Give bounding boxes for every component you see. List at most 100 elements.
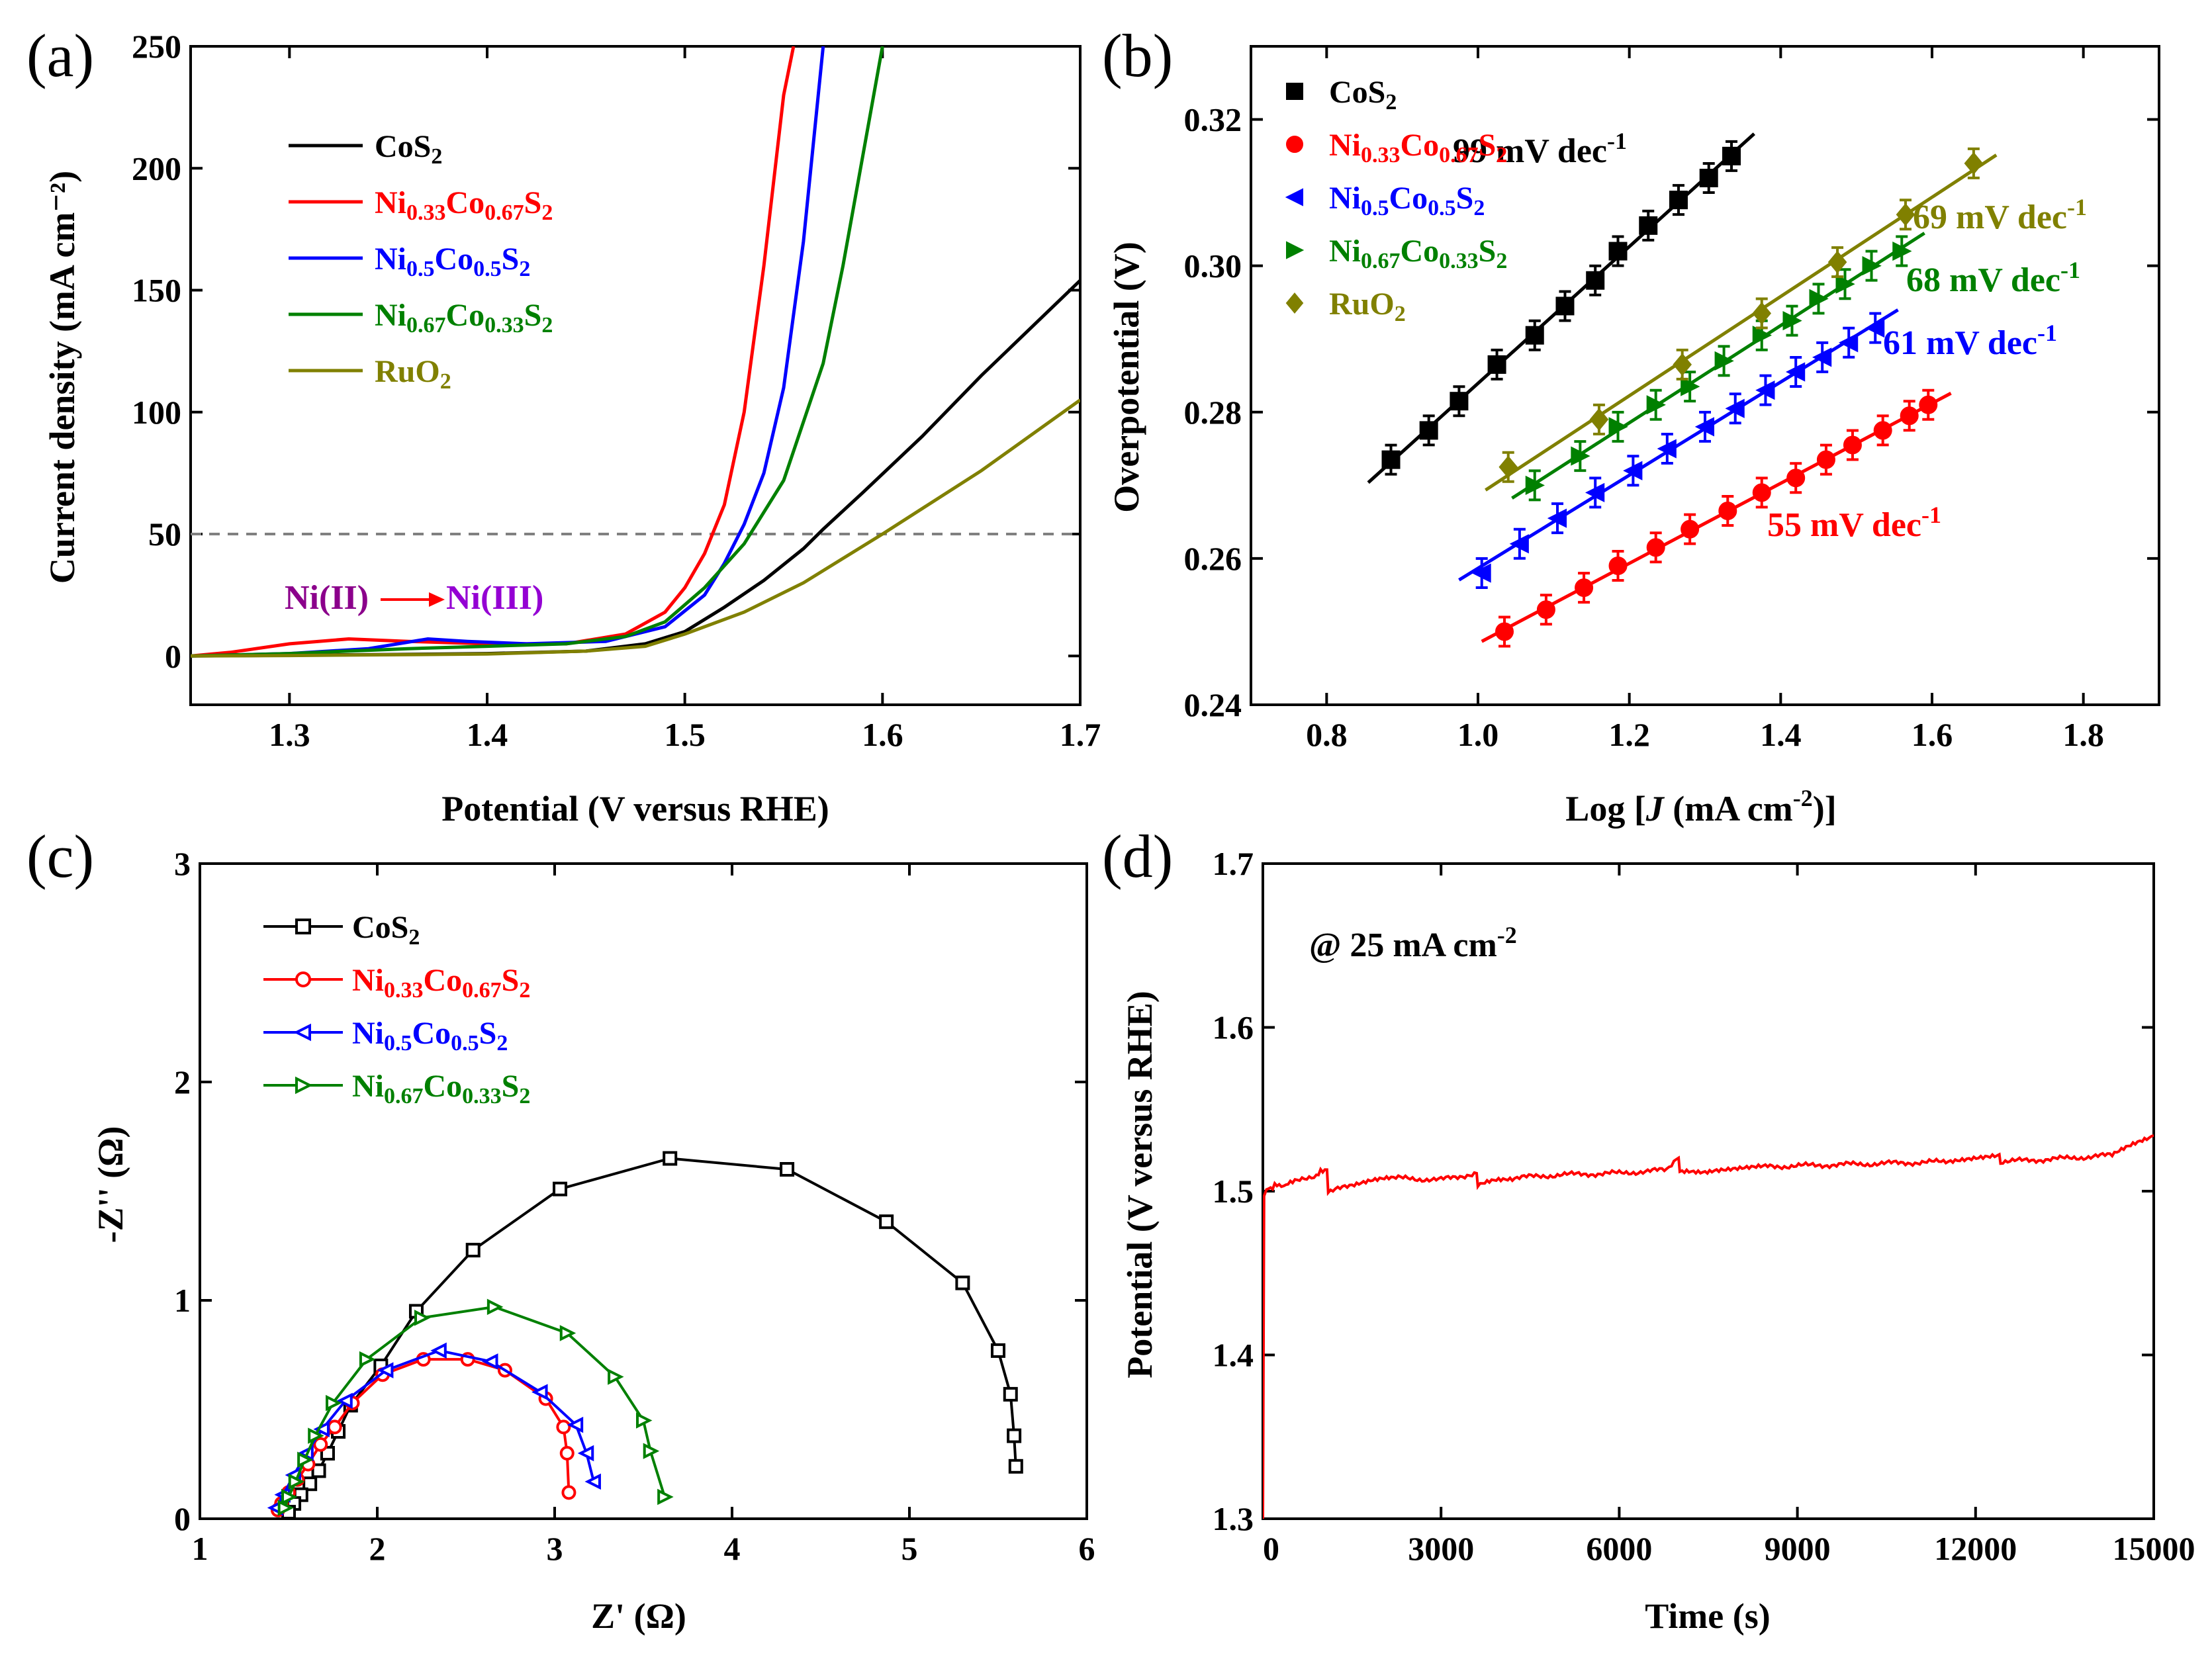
subscript: 2 bbox=[519, 257, 530, 281]
data-point-RuO2 bbox=[1752, 302, 1772, 325]
data-point-Ni0.33 bbox=[556, 1419, 571, 1435]
data-point-Ni0.67 bbox=[1714, 351, 1734, 371]
data-point-CoS2 bbox=[1450, 392, 1469, 411]
data-point-Ni0.67 bbox=[1681, 377, 1700, 396]
data-point-Ni0.5 bbox=[313, 1421, 330, 1437]
text-part: 99 mV dec bbox=[1453, 132, 1607, 170]
subscript: 0.67 bbox=[1361, 249, 1401, 273]
data-point-Ni0.67 bbox=[1782, 310, 1802, 331]
text-part: Co bbox=[446, 185, 485, 220]
text-part: 55 mV dec bbox=[1767, 506, 1921, 544]
y-axis-label: Overpotential (V) bbox=[1107, 242, 1146, 512]
x-tick-label: 1.8 bbox=[2062, 716, 2104, 753]
data-point-Ni0.5 bbox=[1785, 362, 1806, 382]
text-part: S bbox=[502, 242, 520, 277]
data-point-CoS2 bbox=[465, 1243, 481, 1258]
data-point-Ni0.67 bbox=[1646, 395, 1666, 415]
data-point-Ni0.5 bbox=[482, 1353, 498, 1370]
y-tick-label: 1.3 bbox=[1213, 1500, 1254, 1537]
y-tick-label: 0 bbox=[165, 637, 181, 674]
data-point-Ni0.33 bbox=[1919, 395, 1938, 414]
data-point-Ni0.67 bbox=[414, 1310, 431, 1326]
data-point-CoS2 bbox=[955, 1275, 970, 1290]
data-point-Ni0.67 bbox=[1525, 475, 1545, 495]
text-part: RuO bbox=[1329, 287, 1395, 322]
x-tick-label: 1.7 bbox=[1060, 716, 1101, 753]
text-part: S bbox=[1479, 128, 1497, 163]
subscript: 0.5 bbox=[384, 1031, 412, 1056]
subscript: 0.5 bbox=[1428, 196, 1456, 220]
data-point-Ni0.67 bbox=[281, 1488, 298, 1506]
x-tick-label: 2 bbox=[369, 1530, 386, 1567]
data-point-CoS2 bbox=[553, 1181, 568, 1196]
x-tick-label: 6000 bbox=[1586, 1530, 1652, 1567]
data-point-Ni0.33 bbox=[1495, 622, 1514, 641]
data-point-CoS2 bbox=[1699, 169, 1718, 187]
data-point-CoS2 bbox=[1608, 242, 1628, 261]
subscript: 0.67 bbox=[406, 313, 446, 337]
x-tick-label: 0 bbox=[1263, 1530, 1279, 1567]
data-point-Ni0.67 bbox=[1809, 289, 1829, 309]
y-axis-label: Current density (mA cm⁻²) bbox=[42, 171, 82, 584]
data-point-Ni0.5 bbox=[567, 1416, 584, 1433]
panel-label: (c) bbox=[26, 823, 94, 890]
subscript: 0.33 bbox=[462, 1084, 502, 1108]
data-point-Ni0.67 bbox=[1608, 417, 1628, 437]
data-point-Ni0.5 bbox=[1509, 534, 1529, 554]
text-part: S bbox=[502, 963, 520, 998]
data-point-Ni0.33 bbox=[1718, 502, 1737, 521]
plot-frame bbox=[189, 45, 1082, 706]
legend-marker-Ni0.67 bbox=[295, 1076, 313, 1095]
data-point-Ni0.5 bbox=[577, 1445, 594, 1462]
legend-label-Ni0.33: Ni0.33Co0.67S2 bbox=[1329, 128, 1507, 167]
data-point-CoS2 bbox=[1007, 1428, 1022, 1443]
text-part: 69 mV dec bbox=[1913, 199, 2067, 236]
legend-label-Ni0.5: Ni0.5Co0.5S2 bbox=[352, 1016, 508, 1056]
legend-marker-CoS2 bbox=[1286, 83, 1303, 100]
panel-d: 0 3000 6000 9000 12000 15000 1.3 1.4 1.5 1.6 1.7 @ … bbox=[1102, 823, 2195, 1636]
y-axis-label: Potential (V versus RHE) bbox=[1120, 991, 1160, 1378]
series-line-RuO2 bbox=[191, 398, 1080, 658]
y-tick-label: 0.32 bbox=[1184, 101, 1242, 138]
annotation-ni2: Ni(II) bbox=[285, 579, 369, 617]
y-tick-label: 0 bbox=[174, 1500, 191, 1537]
slope-label-RuO2: 69 mV dec-1 bbox=[1913, 194, 2087, 236]
legend-marker-Ni0.33 bbox=[295, 971, 311, 987]
data-point-Ni0.5 bbox=[1657, 439, 1677, 459]
data-point-Ni0.33 bbox=[1752, 483, 1771, 502]
subscript: 0.5 bbox=[451, 1031, 479, 1056]
panel-c: 1 2 3 4 5 60123CoS2Ni0.33Co0.67S2Ni0.5Co0.5S2… bbox=[26, 823, 1095, 1636]
x-tick-label: 1.4 bbox=[467, 716, 508, 753]
subscript: -1 bbox=[2037, 320, 2057, 346]
legend-label-Ni0.67: Ni0.67Co0.33S2 bbox=[1329, 234, 1507, 273]
data-point-CoS2 bbox=[1586, 271, 1605, 290]
data-point-Ni0.67 bbox=[643, 1443, 660, 1459]
legend-label-Ni0.67: Ni0.67Co0.33S2 bbox=[375, 298, 553, 337]
y-tick-label: 150 bbox=[132, 272, 181, 309]
x-axis-label: Potential (V versus RHE) bbox=[441, 789, 829, 829]
data-point-Ni0.33 bbox=[1843, 435, 1862, 455]
text-part: CoS bbox=[352, 910, 408, 945]
data-point-CoS2 bbox=[1419, 421, 1438, 440]
subscript: 0.67 bbox=[462, 978, 502, 1003]
x-axis-label-part: Log [ bbox=[1565, 789, 1646, 829]
text-part: Ni bbox=[1329, 234, 1361, 269]
x-tick-label: 1.5 bbox=[664, 716, 706, 753]
text-part: Co bbox=[412, 1016, 451, 1051]
x-tick-label: 15000 bbox=[2113, 1530, 2195, 1567]
y-tick-label: 1.7 bbox=[1213, 845, 1254, 882]
series-line-Ni0.5 bbox=[191, 46, 825, 658]
subscript: -1 bbox=[1921, 502, 1941, 528]
data-point-Ni0.5 bbox=[531, 1384, 548, 1400]
data-point-Ni0.67 bbox=[288, 1473, 305, 1490]
x-tick-label: 1.3 bbox=[269, 716, 310, 753]
y-tick-label: 1.5 bbox=[1213, 1173, 1254, 1210]
plot-frame bbox=[1250, 45, 2160, 706]
y-tick-label: 250 bbox=[132, 28, 181, 65]
text-part: Ni bbox=[375, 242, 406, 277]
y-tick-label: 200 bbox=[132, 150, 181, 187]
x-tick-label: 9000 bbox=[1765, 1530, 1831, 1567]
data-point-Ni0.67 bbox=[1862, 256, 1882, 276]
x-axis-label-part: (mA cm bbox=[1664, 789, 1793, 829]
